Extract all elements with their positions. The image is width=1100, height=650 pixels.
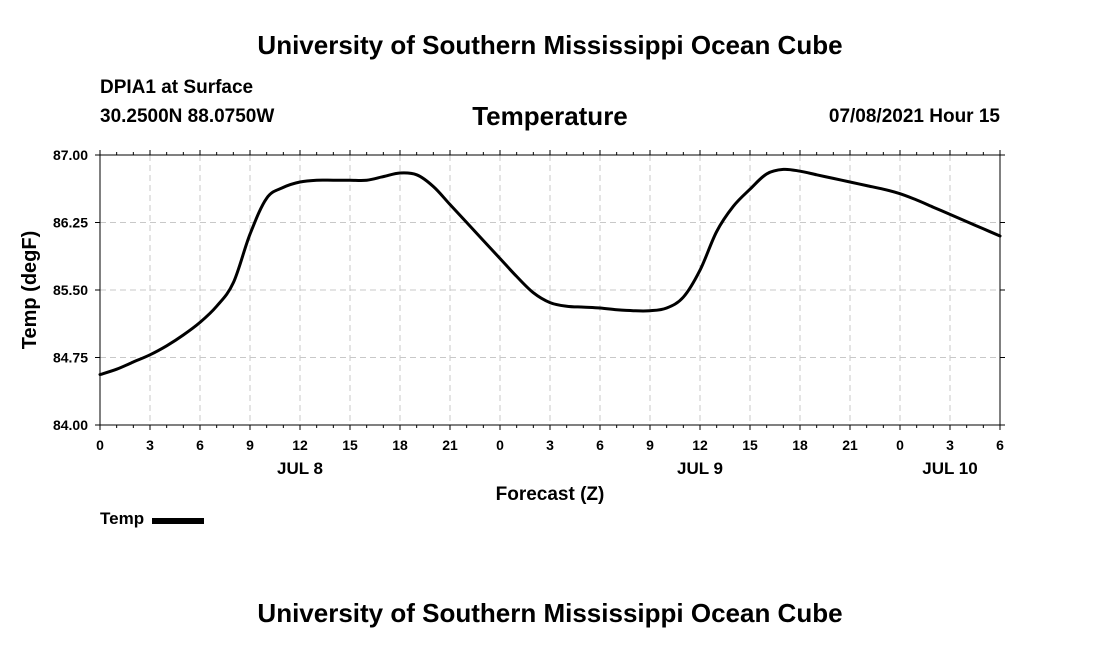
legend: Temp (100, 509, 205, 529)
x-tick-label: 0 (896, 437, 904, 453)
date-labels: JUL 8 JUL 9 JUL 10 (277, 459, 978, 478)
grid-lines (100, 155, 1000, 425)
x-tick-label: 9 (646, 437, 654, 453)
x-tick-label: 3 (146, 437, 154, 453)
x-tick-label: 12 (292, 437, 308, 453)
date-label: JUL 10 (922, 459, 977, 478)
x-tick-label: 6 (996, 437, 1004, 453)
x-tick-label: 3 (546, 437, 554, 453)
y-tick-label: 87.00 (53, 147, 88, 163)
date-label: JUL 9 (677, 459, 723, 478)
x-tick-label: 6 (596, 437, 604, 453)
x-tick-labels: 0 3 6 9 12 15 18 21 0 3 6 9 12 15 18 21 0 3 6 (96, 437, 1004, 453)
x-tick-label: 6 (196, 437, 204, 453)
x-tick-label: 21 (442, 437, 458, 453)
station-coords: 30.2500N 88.0750W (100, 106, 275, 127)
y-tick-label: 85.50 (53, 282, 88, 298)
x-tick-label: 0 (96, 437, 104, 453)
x-tick-label: 3 (946, 437, 954, 453)
x-tick-label: 0 (496, 437, 504, 453)
y-tick-label: 84.75 (53, 350, 88, 366)
station-label: DPIA1 at Surface (100, 77, 254, 98)
y-tick-label: 86.25 (53, 215, 88, 231)
date-label: JUL 8 (277, 459, 323, 478)
legend-label: Temp (100, 509, 145, 528)
page-title-bottom: University of Southern Mississippi Ocean… (257, 598, 843, 628)
page-title-top: University of Southern Mississippi Ocean… (257, 30, 843, 60)
x-tick-label: 12 (692, 437, 708, 453)
y-axis-label: Temp (degF) (19, 231, 41, 350)
axis-ticks (95, 150, 1005, 430)
forecast-datetime: 07/08/2021 Hour 15 (828, 106, 1000, 127)
legend-swatch-temp (152, 517, 205, 524)
x-axis-label: Forecast (Z) (496, 484, 605, 505)
y-tick-labels: 84.00 84.75 85.50 86.25 87.00 (53, 147, 88, 433)
x-tick-label: 9 (246, 437, 254, 453)
series-line-temp (98, 167, 1002, 377)
x-tick-label: 18 (792, 437, 808, 453)
x-tick-label: 15 (742, 437, 758, 453)
y-tick-label: 84.00 (53, 417, 88, 433)
chart-title: Temperature (472, 101, 628, 131)
x-tick-label: 15 (342, 437, 358, 453)
x-tick-label: 21 (842, 437, 858, 453)
x-tick-label: 18 (392, 437, 408, 453)
